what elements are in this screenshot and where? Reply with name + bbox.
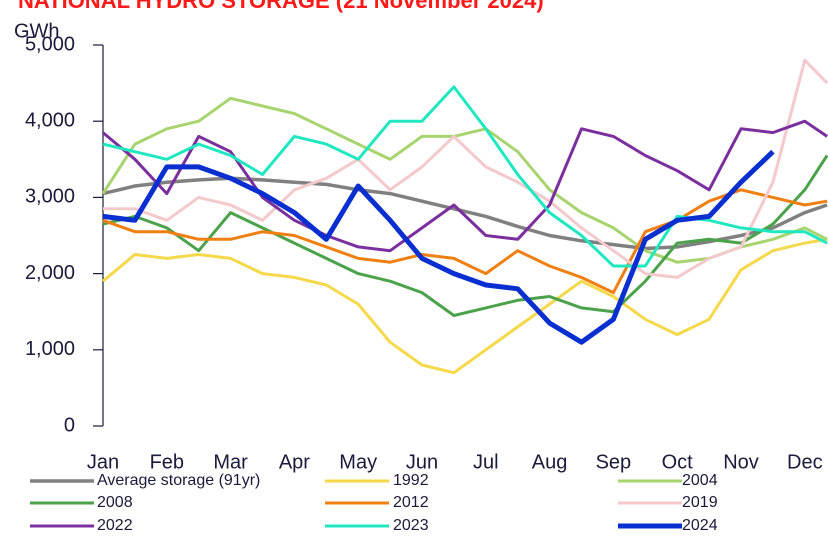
y-tick-label: 4,000 [25,109,75,131]
legend-label: 2012 [393,494,429,511]
x-tick-label: Nov [723,451,759,473]
x-tick-label: Feb [150,451,184,473]
legend-label: 2008 [97,494,133,511]
x-tick-label: Aug [532,451,568,473]
legend-label: 2023 [393,517,429,534]
legend-label: 2004 [682,472,718,489]
y-tick-label: 3,000 [25,186,75,208]
y-tick-label: 0 [64,414,75,436]
series-line [102,149,775,345]
series-line [103,58,828,279]
legend-label: 1992 [393,472,429,489]
legend: Average storage (91yr) 1992 2004 2008 2012 20… [30,472,718,534]
series-line [102,119,828,253]
legend-label: 2024 [682,517,718,534]
series-line [102,154,828,317]
legend-label: 2019 [682,494,718,511]
y-tick-label: 1,000 [25,338,75,360]
chart-title: NATIONAL HYDRO STORAGE (21 November 2024… [18,0,544,13]
x-tick-label: Dec [787,451,823,473]
x-tick-label: Apr [279,451,310,473]
series-line [102,85,828,268]
series-line [102,237,828,375]
x-tick-label: Jun [406,451,438,473]
x-tick-label: Oct [662,451,694,473]
x-tick-label: Sep [596,451,632,473]
x-tick-label: Jan [87,451,119,473]
legend-label: 2022 [97,517,133,534]
y-axis-label: GWh [14,20,60,42]
series-line [102,188,828,295]
x-tick-label: Jul [473,451,499,473]
x-tick-label: May [339,451,377,473]
legend-label: Average storage (91yr) [97,472,260,489]
y-tick-label: 2,000 [25,262,75,284]
x-tick-label: Mar [213,451,248,473]
y-tick-label: 5,000 [25,33,75,55]
